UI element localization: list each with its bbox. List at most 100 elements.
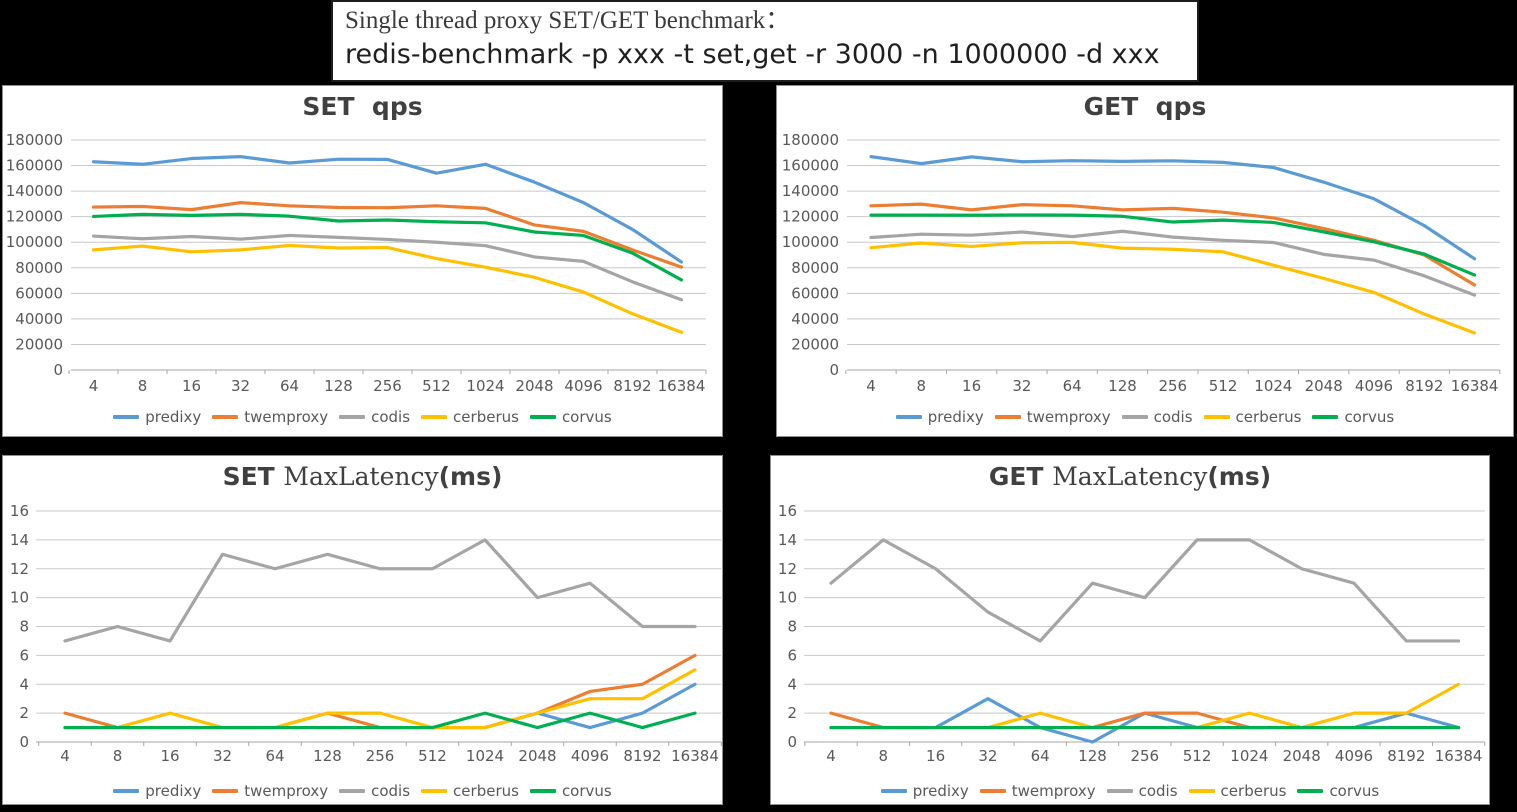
legend-label-corvus: corvus bbox=[561, 782, 612, 800]
y-tick-label: 80000 bbox=[791, 259, 839, 277]
legend-item-codis: codis bbox=[339, 408, 410, 426]
get-qps-plot-area: 0 20000 40000 60000 80000 100000 120000 140000 1… bbox=[777, 86, 1513, 436]
legend-swatch-corvus bbox=[529, 415, 556, 419]
legend-swatch-cerberus bbox=[1188, 789, 1215, 793]
legend-swatch-cerberus bbox=[421, 789, 448, 793]
x-tick-label: 2048 bbox=[518, 747, 556, 765]
x-tick-label: 8 bbox=[917, 377, 927, 395]
legend-label-predixy: predixy bbox=[912, 782, 969, 800]
y-tick-label: 180000 bbox=[782, 131, 839, 149]
y-tick-label: 14 bbox=[778, 531, 797, 549]
x-tick-label: 2048 bbox=[515, 377, 553, 395]
y-tick-label: 60000 bbox=[15, 284, 63, 302]
y-tick-label: 2 bbox=[787, 704, 797, 722]
benchmark-title-line1: Single thread proxy SET/GET benchmark： bbox=[345, 7, 791, 34]
x-tick-label: 1024 bbox=[466, 747, 504, 765]
y-tick-label: 140000 bbox=[6, 182, 63, 200]
legend-label-codis: codis bbox=[371, 408, 411, 426]
y-tick-label: 0 bbox=[19, 733, 29, 751]
x-tick-label: 8192 bbox=[1405, 377, 1443, 395]
legend-swatch-predixy bbox=[880, 789, 907, 793]
x-tick-label: 4096 bbox=[1355, 377, 1393, 395]
legend-item-codis: codis bbox=[339, 782, 410, 800]
x-tick-label: 4 bbox=[60, 747, 70, 765]
x-tick-label: 512 bbox=[1209, 377, 1238, 395]
x-tick-label: 1024 bbox=[1230, 747, 1268, 765]
x-tick-label: 4 bbox=[826, 747, 836, 765]
series-corvus-line bbox=[869, 213, 1477, 277]
series-twemproxy-line bbox=[91, 201, 684, 269]
set-qps-chart-title: SET qps bbox=[3, 92, 722, 121]
y-tick-label: 80000 bbox=[15, 259, 63, 277]
x-tick-label: 32 bbox=[231, 377, 250, 395]
legend-item-cerberus: cerberus bbox=[421, 408, 519, 426]
legend-item-cerberus: cerberus bbox=[1203, 408, 1302, 426]
y-tick-label: 140000 bbox=[782, 182, 839, 200]
chart-title-part: (ms) bbox=[1207, 462, 1272, 491]
series-predixy-line bbox=[869, 155, 1477, 261]
y-tick-label: 6 bbox=[787, 646, 797, 664]
legend-item-twemproxy: twemproxy bbox=[979, 782, 1096, 800]
y-tick-label: 0 bbox=[829, 361, 839, 379]
x-tick-label: 64 bbox=[1063, 377, 1082, 395]
x-tick-label: 512 bbox=[422, 377, 451, 395]
set-qps-legend: predixy twemproxy codis cerberus corvus bbox=[3, 408, 722, 426]
legend-item-corvus: corvus bbox=[1297, 782, 1379, 800]
x-tick-label: 16384 bbox=[671, 747, 719, 765]
x-tick-label: 8 bbox=[113, 747, 123, 765]
get-latency-canvas: 0 2 4 6 8 10 12 14 16 4 8 16 32 64 128 256 512 1024 2048 40… bbox=[778, 502, 1486, 765]
y-tick-label: 100000 bbox=[782, 233, 839, 251]
legend-swatch-corvus bbox=[1297, 789, 1324, 793]
y-tick-label: 0 bbox=[787, 733, 797, 751]
x-tick-label: 256 bbox=[366, 747, 395, 765]
chart-title-part: GET qps bbox=[1083, 92, 1207, 121]
legend-label-cerberus: cerberus bbox=[1220, 782, 1287, 800]
y-tick-label: 160000 bbox=[782, 157, 839, 175]
series-codis-line bbox=[829, 538, 1461, 643]
get-qps-canvas: 0 20000 40000 60000 80000 100000 120000 140000 1… bbox=[782, 131, 1501, 395]
series-predixy-line bbox=[829, 697, 1461, 744]
x-tick-label: 4096 bbox=[571, 747, 609, 765]
set-latency-chart-title: SET MaxLatency(ms) bbox=[3, 462, 722, 491]
x-tick-label: 128 bbox=[324, 377, 353, 395]
x-tick-label: 32 bbox=[978, 747, 997, 765]
legend-swatch-cerberus bbox=[1203, 415, 1230, 419]
y-tick-label: 4 bbox=[787, 675, 797, 693]
legend-label-cerberus: cerberus bbox=[453, 408, 519, 426]
x-tick-label: 16 bbox=[926, 747, 945, 765]
legend-item-twemproxy: twemproxy bbox=[994, 408, 1111, 426]
y-tick-label: 4 bbox=[19, 675, 29, 693]
benchmark-command-line: redis-benchmark -p xxx -t set,get -r 300… bbox=[345, 39, 1160, 70]
x-tick-label: 2048 bbox=[1305, 377, 1343, 395]
legend-item-cerberus: cerberus bbox=[421, 782, 519, 800]
y-tick-label: 120000 bbox=[6, 208, 63, 226]
legend-item-corvus: corvus bbox=[529, 408, 612, 426]
legend-label-codis: codis bbox=[1153, 408, 1193, 426]
y-tick-label: 14 bbox=[10, 531, 29, 549]
x-tick-label: 64 bbox=[280, 377, 299, 395]
series-corvus-line bbox=[63, 711, 697, 730]
y-tick-label: 10 bbox=[10, 589, 29, 607]
series-cerberus-line bbox=[829, 682, 1461, 730]
legend-label-cerberus: cerberus bbox=[453, 782, 519, 800]
x-tick-label: 16 bbox=[160, 747, 179, 765]
x-tick-label: 8 bbox=[879, 747, 889, 765]
x-tick-label: 8192 bbox=[613, 377, 651, 395]
x-tick-label: 16384 bbox=[658, 377, 706, 395]
y-tick-label: 16 bbox=[778, 502, 797, 520]
y-tick-label: 8 bbox=[787, 618, 797, 636]
legend-label-twemproxy: twemproxy bbox=[244, 408, 329, 426]
series-codis-line bbox=[91, 233, 684, 302]
legend-label-corvus: corvus bbox=[561, 408, 612, 426]
legend-item-predixy: predixy bbox=[113, 782, 201, 800]
y-tick-label: 12 bbox=[778, 560, 797, 578]
legend-swatch-cerberus bbox=[421, 415, 448, 419]
legend-swatch-twemproxy bbox=[979, 789, 1006, 793]
legend-label-cerberus: cerberus bbox=[1235, 408, 1302, 426]
y-tick-label: 16 bbox=[10, 502, 29, 520]
y-tick-label: 40000 bbox=[791, 310, 839, 328]
y-tick-label: 8 bbox=[19, 618, 29, 636]
series-codis-line bbox=[63, 538, 697, 643]
y-tick-label: 2 bbox=[19, 704, 29, 722]
x-tick-label: 256 bbox=[1158, 377, 1187, 395]
